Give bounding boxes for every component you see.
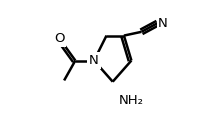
Text: N: N [158,17,168,30]
Text: N: N [89,54,99,67]
Text: NH₂: NH₂ [119,94,144,107]
Text: O: O [54,32,64,45]
